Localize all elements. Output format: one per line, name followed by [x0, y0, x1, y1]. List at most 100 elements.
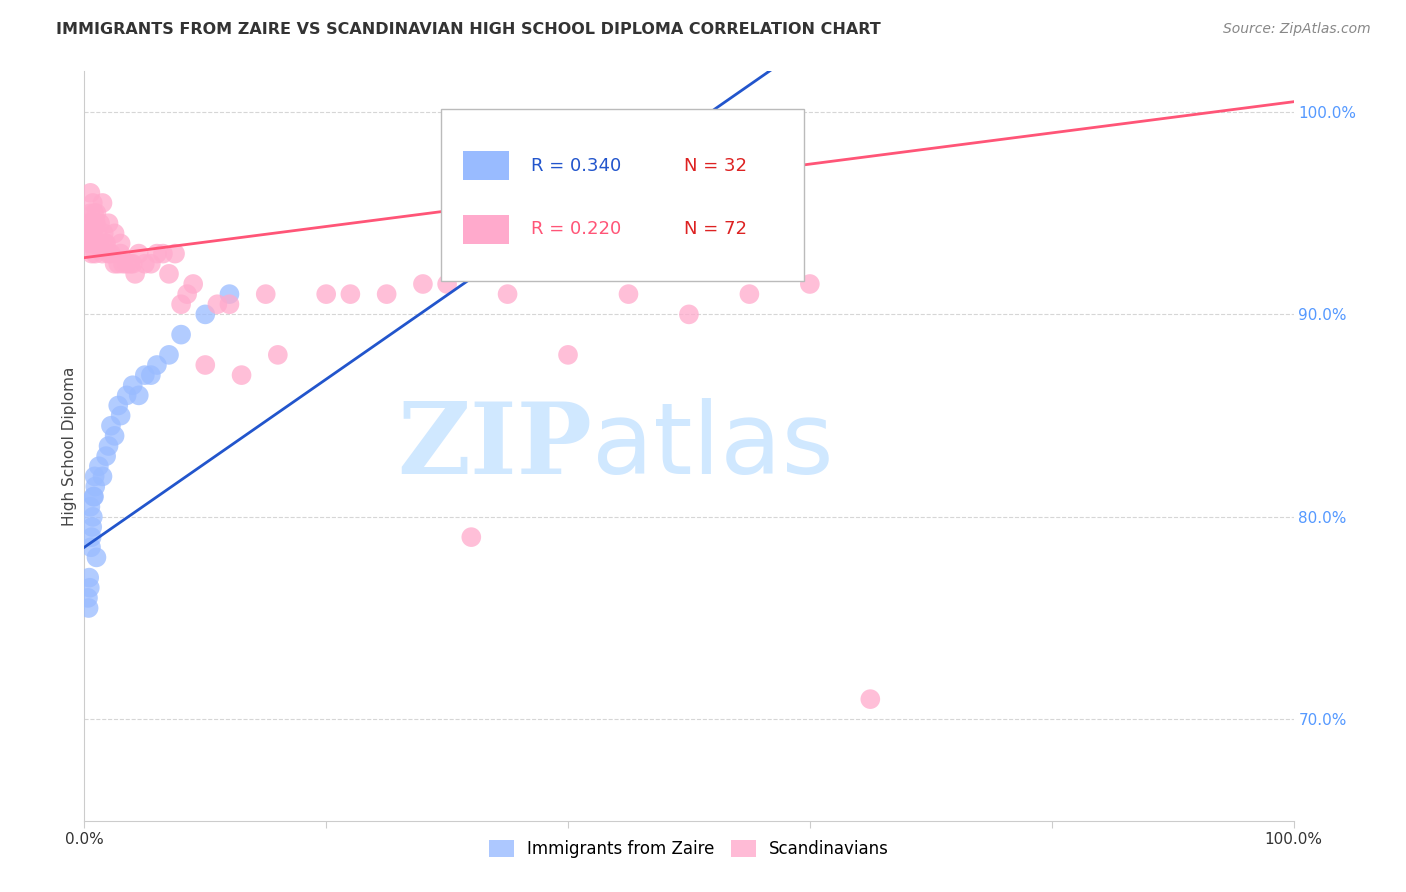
Point: [84, 216, 107, 230]
Point: [104, 227, 127, 241]
Point: [231, 368, 253, 383]
Point: [80, 246, 103, 260]
Point: [82, 236, 104, 251]
Point: [181, 277, 204, 291]
Point: [91, 469, 114, 483]
Point: [496, 287, 519, 301]
Point: [79, 227, 101, 241]
Point: [110, 236, 132, 251]
Point: [86, 236, 108, 251]
Point: [557, 348, 579, 362]
Point: [82, 196, 104, 211]
Point: [77, 216, 100, 230]
Text: IMMIGRANTS FROM ZAIRE VS SCANDINAVIAN HIGH SCHOOL DIPLOMA CORRELATION CHART: IMMIGRANTS FROM ZAIRE VS SCANDINAVIAN HI…: [56, 22, 882, 37]
Point: [97, 246, 120, 260]
Point: [79, 581, 101, 595]
Point: [157, 267, 180, 281]
Point: [86, 550, 108, 565]
Point: [82, 520, 104, 534]
Text: ZIP: ZIP: [398, 398, 592, 494]
Text: atlas: atlas: [592, 398, 834, 494]
Point: [115, 388, 138, 402]
Point: [84, 216, 107, 230]
Point: [100, 246, 122, 260]
Point: [194, 307, 217, 321]
Point: [83, 490, 105, 504]
Text: N = 32: N = 32: [685, 157, 747, 175]
Point: [170, 327, 193, 342]
Point: [110, 409, 132, 423]
Point: [152, 246, 174, 260]
Text: R = 0.220: R = 0.220: [530, 220, 621, 238]
Point: [146, 246, 169, 260]
Point: [87, 459, 110, 474]
FancyBboxPatch shape: [463, 215, 509, 244]
Point: [94, 236, 117, 251]
Point: [90, 236, 112, 251]
Point: [207, 297, 229, 311]
Point: [134, 368, 156, 383]
Point: [139, 368, 162, 383]
Point: [80, 541, 103, 555]
Point: [79, 500, 101, 514]
Point: [80, 216, 103, 230]
Text: Source: ZipAtlas.com: Source: ZipAtlas.com: [1223, 22, 1371, 37]
Point: [107, 257, 129, 271]
Point: [339, 287, 361, 301]
Point: [94, 449, 117, 463]
Point: [82, 509, 104, 524]
Point: [104, 429, 127, 443]
Point: [134, 257, 156, 271]
Point: [100, 418, 122, 433]
Point: [218, 297, 240, 311]
Point: [617, 287, 640, 301]
Point: [97, 439, 120, 453]
Point: [83, 469, 105, 483]
Point: [110, 246, 132, 260]
Point: [112, 257, 135, 271]
Point: [738, 287, 761, 301]
Point: [315, 287, 337, 301]
Point: [121, 257, 143, 271]
Point: [107, 399, 129, 413]
Y-axis label: High School Diploma: High School Diploma: [62, 367, 77, 525]
Point: [128, 246, 150, 260]
Point: [93, 227, 115, 241]
Point: [460, 530, 482, 544]
Point: [77, 227, 100, 241]
Point: [89, 216, 111, 230]
Point: [82, 490, 104, 504]
Point: [139, 257, 162, 271]
Point: [77, 591, 100, 605]
Point: [157, 348, 180, 362]
Point: [80, 227, 103, 241]
Point: [83, 236, 105, 251]
Point: [86, 227, 108, 241]
Point: [82, 227, 104, 241]
Point: [194, 358, 217, 372]
Point: [254, 287, 277, 301]
Point: [218, 287, 240, 301]
Point: [128, 388, 150, 402]
Point: [859, 692, 882, 706]
Point: [170, 297, 193, 311]
Point: [799, 277, 821, 291]
Point: [84, 479, 107, 493]
FancyBboxPatch shape: [463, 152, 509, 180]
Point: [115, 257, 138, 271]
Point: [124, 267, 146, 281]
Point: [79, 186, 101, 200]
Point: [121, 378, 143, 392]
Point: [267, 348, 290, 362]
Point: [146, 358, 169, 372]
Point: [80, 530, 103, 544]
Point: [678, 307, 700, 321]
Text: R = 0.340: R = 0.340: [530, 157, 621, 175]
Point: [77, 571, 100, 585]
Point: [120, 257, 142, 271]
Point: [375, 287, 398, 301]
Point: [77, 601, 100, 615]
Point: [83, 236, 105, 251]
Point: [79, 206, 101, 220]
Point: [91, 196, 114, 211]
